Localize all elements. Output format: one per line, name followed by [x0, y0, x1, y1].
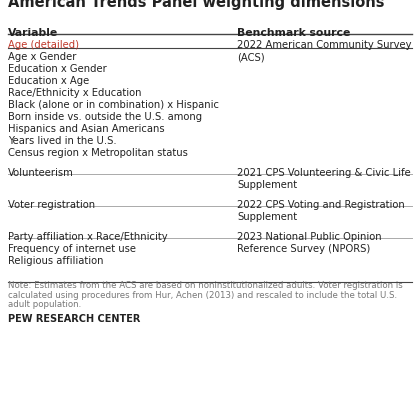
Text: Volunteerism: Volunteerism	[8, 168, 74, 178]
Text: Voter registration: Voter registration	[8, 200, 95, 210]
Text: Party affiliation x Race/Ethnicity: Party affiliation x Race/Ethnicity	[8, 232, 168, 242]
Text: Supplement: Supplement	[237, 212, 297, 222]
Text: calculated using procedures from Hur, Achen (2013) and rescaled to include the t: calculated using procedures from Hur, Ac…	[8, 290, 397, 300]
Text: Black (alone or in combination) x Hispanic: Black (alone or in combination) x Hispan…	[8, 100, 219, 110]
Text: adult population.: adult population.	[8, 300, 81, 309]
Text: Religious affiliation: Religious affiliation	[8, 256, 103, 266]
Text: Age x Gender: Age x Gender	[8, 52, 76, 62]
Text: Benchmark source: Benchmark source	[237, 28, 350, 38]
Text: Born inside vs. outside the U.S. among: Born inside vs. outside the U.S. among	[8, 112, 202, 122]
Text: Race/Ethnicity x Education: Race/Ethnicity x Education	[8, 88, 142, 98]
Text: Hispanics and Asian Americans: Hispanics and Asian Americans	[8, 124, 165, 134]
Text: Supplement: Supplement	[237, 180, 297, 190]
Text: Census region x Metropolitan status: Census region x Metropolitan status	[8, 148, 188, 158]
Text: Reference Survey (NPORS): Reference Survey (NPORS)	[237, 244, 370, 254]
Text: Education x Age: Education x Age	[8, 76, 89, 86]
Text: Years lived in the U.S.: Years lived in the U.S.	[8, 136, 117, 146]
Text: PEW RESEARCH CENTER: PEW RESEARCH CENTER	[8, 314, 140, 324]
Text: American Trends Panel weighting dimensions: American Trends Panel weighting dimensio…	[8, 0, 384, 10]
Text: (ACS): (ACS)	[237, 52, 265, 62]
Text: 2022 CPS Voting and Registration: 2022 CPS Voting and Registration	[237, 200, 405, 210]
Text: Frequency of internet use: Frequency of internet use	[8, 244, 136, 254]
Text: 2023 National Public Opinion: 2023 National Public Opinion	[237, 232, 382, 242]
Text: Education x Gender: Education x Gender	[8, 64, 107, 74]
Text: Age (detailed): Age (detailed)	[8, 40, 79, 50]
Text: Note: Estimates from the ACS are based on noninstitutionalized adults. Voter reg: Note: Estimates from the ACS are based o…	[8, 281, 403, 290]
Text: 2021 CPS Volunteering & Civic Life: 2021 CPS Volunteering & Civic Life	[237, 168, 411, 178]
Text: 2022 American Community Survey: 2022 American Community Survey	[237, 40, 412, 50]
Text: Variable: Variable	[8, 28, 58, 38]
